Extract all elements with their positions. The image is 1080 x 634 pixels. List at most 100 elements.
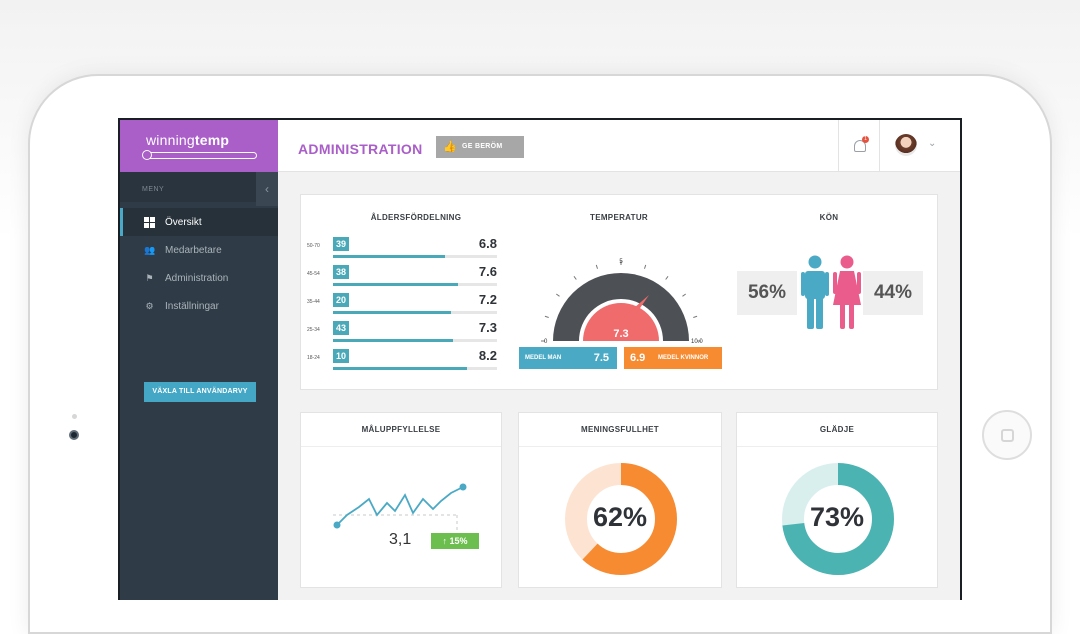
collapse-sidebar-button[interactable]: ‹	[256, 172, 278, 206]
age-progress-track	[333, 367, 497, 370]
tablet-sensor	[72, 414, 77, 419]
age-row: 35-44 20 7.2	[307, 292, 497, 315]
give-praise-label: GE BERÖM	[462, 143, 503, 150]
top-bar: ADMINISTRATION 👍 GE BERÖM 1 ⌄	[278, 120, 960, 172]
flag-icon: ⚑	[145, 272, 154, 283]
average-men-value: 7.5	[593, 352, 609, 364]
male-icon	[801, 255, 829, 329]
age-score: 7.2	[478, 292, 497, 307]
female-percentage: 44%	[863, 271, 923, 315]
gauge-ticks	[541, 261, 701, 342]
age-row: 25-34 43 7.3	[307, 320, 497, 343]
tablet-home-button[interactable]	[982, 410, 1032, 460]
joy-card: GLÄDJE 73%	[736, 412, 938, 588]
sidebar-item-administration[interactable]: ⚑ Administration	[120, 264, 278, 292]
gender-title: KÖN	[819, 213, 839, 222]
age-progress-fill	[333, 367, 468, 370]
gauge-tick	[644, 264, 647, 269]
gauge-tick	[693, 315, 698, 318]
gauge-min-label: 0	[544, 339, 548, 345]
age-score: 7.6	[478, 264, 497, 279]
goal-value: 3,1	[389, 531, 412, 548]
gauge-tick	[544, 315, 549, 318]
sidebar-item-label: Administration	[165, 272, 229, 284]
sidebar-item-label: Medarbetare	[165, 244, 222, 256]
age-range-label: 25-34	[307, 327, 320, 333]
switch-to-user-view-button[interactable]: VÄXLA TILL ANVÄNDARVY	[144, 382, 256, 402]
age-count-badge: 43	[333, 321, 349, 335]
age-count-badge: 39	[333, 237, 349, 251]
age-progress-fill	[333, 255, 445, 258]
meaning-value: 62%	[592, 502, 648, 532]
app-screen: winningtemp MENY ‹ Översikt 👥 Medarbetar…	[118, 118, 962, 600]
age-progress-fill	[333, 283, 458, 286]
gear-icon: ⚙	[145, 300, 154, 311]
users-icon: 👥	[144, 244, 156, 255]
age-range-label: 18-24	[307, 355, 320, 361]
meaning-title: MENINGSFULLHET	[519, 413, 721, 447]
gauge-outer-arc	[553, 273, 689, 341]
tablet-camera	[69, 430, 79, 440]
thumbs-up-icon: 👍	[443, 141, 457, 153]
average-women-value: 6.9	[630, 352, 646, 364]
gauge-max-label: 10.0	[691, 339, 703, 345]
average-women-label: MEDEL KVINNOR	[658, 355, 709, 361]
overview-card: ÅLDERSFÖRDELNING 50-70 39 6.8 45-54 38 7.6 35-…	[300, 194, 938, 390]
chevron-down-icon[interactable]: ⌄	[928, 138, 937, 149]
sidebar-item-oversikt[interactable]: Översikt	[120, 208, 278, 236]
grid-icon	[144, 216, 155, 228]
age-score: 6.8	[478, 236, 497, 251]
gauge-needle	[619, 295, 649, 327]
age-count-badge: 10	[333, 349, 349, 363]
gauge-tick	[573, 275, 577, 280]
goal-end-point	[459, 483, 467, 491]
menu-header-label: MENY	[142, 186, 165, 193]
age-row: 50-70 39 6.8	[307, 236, 497, 259]
joy-value: 73%	[809, 502, 865, 532]
goal-change-badge: ↑ 15%	[431, 533, 479, 549]
gauge-tick	[665, 275, 669, 280]
notification-badge: 1	[862, 136, 869, 143]
avatar[interactable]	[895, 134, 917, 156]
age-progress-fill	[333, 311, 452, 314]
sidebar-item-label: Översikt	[165, 216, 202, 228]
average-men-label: MEDEL MAN	[525, 355, 562, 361]
age-range-label: 45-54	[307, 271, 320, 277]
age-row: 18-24 10 8.2	[307, 348, 497, 371]
age-row: 45-54 38 7.6	[307, 264, 497, 287]
age-progress-track	[333, 255, 497, 258]
sidebar-item-installningar[interactable]: ⚙ Inställningar	[120, 292, 278, 320]
goal-start-point	[333, 521, 341, 529]
meaning-donut	[565, 463, 677, 575]
brand-logo[interactable]: winningtemp	[120, 120, 278, 172]
age-score: 7.3	[478, 320, 497, 335]
bell-icon	[854, 140, 866, 152]
logo-text: winningtemp	[146, 132, 230, 148]
gauge-tick	[682, 293, 687, 297]
female-icon	[833, 255, 861, 329]
temperature-gauge: 7.3 0 5 10.0	[541, 259, 703, 345]
temperature-title: TEMPERATUR	[590, 213, 648, 222]
age-count-badge: 20	[333, 293, 349, 307]
gauge-mid-label: 5	[619, 259, 623, 265]
joy-title: GLÄDJE	[737, 413, 937, 447]
age-progress-track	[333, 339, 497, 342]
gauge-tick	[595, 264, 598, 269]
male-percentage: 56%	[737, 271, 797, 315]
age-progress-track	[333, 311, 497, 314]
sidebar: winningtemp MENY ‹ Översikt 👥 Medarbetar…	[120, 120, 278, 600]
thermometer-icon	[142, 150, 257, 160]
sidebar-item-medarbetare[interactable]: 👥 Medarbetare	[120, 236, 278, 264]
goal-card: MÅLUPPFYLLELSE 3,1 ↑ 15%	[300, 412, 502, 588]
age-progress-fill	[333, 339, 453, 342]
notifications-button[interactable]: 1	[838, 120, 880, 172]
average-men: MEDEL MAN 7.5	[519, 347, 617, 369]
donut-arc	[565, 463, 677, 575]
gauge-value: 7.3	[613, 328, 628, 340]
donut-arc	[782, 463, 894, 575]
age-title: ÅLDERSFÖRDELNING	[370, 213, 462, 222]
give-praise-button[interactable]: 👍 GE BERÖM	[436, 136, 524, 158]
page-title: ADMINISTRATION	[298, 141, 423, 157]
age-score: 8.2	[478, 348, 497, 363]
goal-trend-line	[336, 486, 464, 526]
